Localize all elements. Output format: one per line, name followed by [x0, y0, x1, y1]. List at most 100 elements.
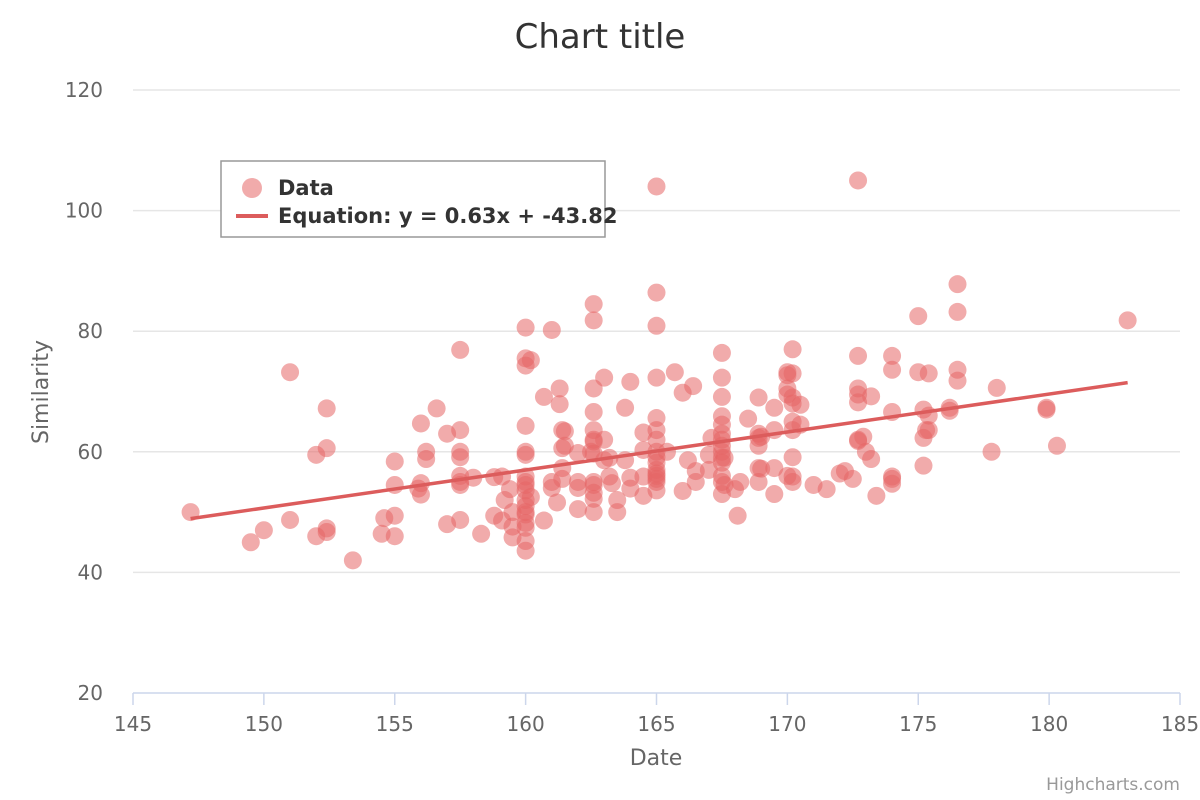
data-point[interactable] [516, 318, 535, 337]
data-point[interactable] [603, 474, 622, 493]
data-point[interactable] [783, 448, 802, 467]
data-point[interactable] [411, 414, 430, 433]
data-point[interactable] [909, 307, 928, 326]
data-point[interactable] [584, 489, 603, 508]
data-point[interactable] [883, 474, 902, 493]
data-point[interactable] [914, 456, 933, 475]
data-point[interactable] [728, 506, 747, 525]
data-point[interactable] [948, 371, 967, 390]
data-point[interactable] [621, 372, 640, 391]
data-point[interactable] [684, 377, 703, 396]
data-point[interactable] [883, 360, 902, 379]
data-point[interactable] [647, 316, 666, 335]
data-point[interactable] [385, 452, 404, 471]
data-point[interactable] [451, 510, 470, 529]
data-point[interactable] [534, 387, 553, 406]
data-point[interactable] [584, 295, 603, 314]
data-point[interactable] [765, 398, 784, 417]
data-point[interactable] [783, 364, 802, 383]
data-point[interactable] [862, 450, 881, 469]
data-point[interactable] [948, 302, 967, 321]
data-point[interactable] [647, 481, 666, 500]
data-point[interactable] [555, 436, 574, 455]
data-point[interactable] [451, 340, 470, 359]
data-point[interactable] [919, 421, 938, 440]
data-point[interactable] [783, 340, 802, 359]
data-point[interactable] [883, 346, 902, 365]
data-point[interactable] [731, 472, 750, 491]
data-point[interactable] [516, 416, 535, 435]
data-point[interactable] [715, 448, 734, 467]
data-point[interactable] [317, 522, 336, 541]
data-point[interactable] [867, 486, 886, 505]
data-point[interactable] [385, 527, 404, 546]
data-point[interactable] [385, 506, 404, 525]
data-point[interactable] [584, 503, 603, 522]
data-point[interactable] [608, 491, 627, 510]
data-point[interactable] [500, 480, 519, 499]
data-point[interactable] [281, 363, 300, 382]
data-point[interactable] [843, 469, 862, 488]
data-point[interactable] [584, 311, 603, 330]
data-point[interactable] [862, 387, 881, 406]
data-point[interactable] [665, 363, 684, 382]
data-point[interactable] [987, 378, 1006, 397]
data-point[interactable] [752, 459, 771, 478]
data-point[interactable] [673, 481, 692, 500]
data-point[interactable] [516, 541, 535, 560]
data-point[interactable] [595, 430, 614, 449]
data-point[interactable] [427, 399, 446, 418]
trend-line[interactable] [190, 380, 1128, 521]
data-point[interactable] [553, 459, 572, 478]
legend-equation-label[interactable]: Equation: y = 0.63x + -43.82 [278, 204, 617, 228]
data-point[interactable] [241, 533, 260, 552]
data-point[interactable] [1118, 311, 1137, 330]
data-point[interactable] [550, 379, 569, 398]
data-point[interactable] [616, 398, 635, 417]
data-point[interactable] [817, 480, 836, 499]
data-point[interactable] [451, 421, 470, 440]
data-point[interactable] [411, 485, 430, 504]
data-point[interactable] [739, 409, 758, 428]
data-point[interactable] [647, 283, 666, 302]
data-point[interactable] [584, 403, 603, 422]
data-point[interactable] [317, 439, 336, 458]
data-point[interactable] [548, 493, 567, 512]
data-point[interactable] [472, 524, 491, 543]
data-point[interactable] [1037, 400, 1056, 419]
data-point[interactable] [712, 387, 731, 406]
data-point[interactable] [317, 399, 336, 418]
data-point[interactable] [765, 485, 784, 504]
data-point[interactable] [849, 171, 868, 190]
data-point[interactable] [521, 488, 540, 507]
data-point[interactable] [516, 445, 535, 464]
data-point[interactable] [1047, 436, 1066, 455]
legend-data-label[interactable]: Data [278, 176, 334, 200]
data-point[interactable] [451, 448, 470, 467]
data-point[interactable] [686, 462, 705, 481]
data-point[interactable] [948, 275, 967, 294]
data-point[interactable] [919, 364, 938, 383]
data-point[interactable] [854, 427, 873, 446]
data-point[interactable] [849, 346, 868, 365]
data-point[interactable] [534, 511, 553, 530]
data-point[interactable] [555, 422, 574, 441]
data-point[interactable] [749, 388, 768, 407]
data-point[interactable] [621, 479, 640, 498]
data-point[interactable] [982, 442, 1001, 461]
data-point[interactable] [791, 395, 810, 414]
data-point[interactable] [550, 395, 569, 414]
data-point[interactable] [595, 368, 614, 387]
data-point[interactable] [516, 518, 535, 537]
data-point[interactable] [568, 478, 587, 497]
data-point[interactable] [647, 177, 666, 196]
data-point[interactable] [542, 320, 561, 339]
data-point[interactable] [568, 444, 587, 463]
credits-link[interactable]: Highcharts.com [1046, 775, 1180, 795]
data-point[interactable] [647, 368, 666, 387]
data-point[interactable] [712, 368, 731, 387]
data-point[interactable] [254, 521, 273, 540]
data-point[interactable] [417, 450, 436, 469]
data-point[interactable] [281, 510, 300, 529]
data-point[interactable] [521, 351, 540, 370]
